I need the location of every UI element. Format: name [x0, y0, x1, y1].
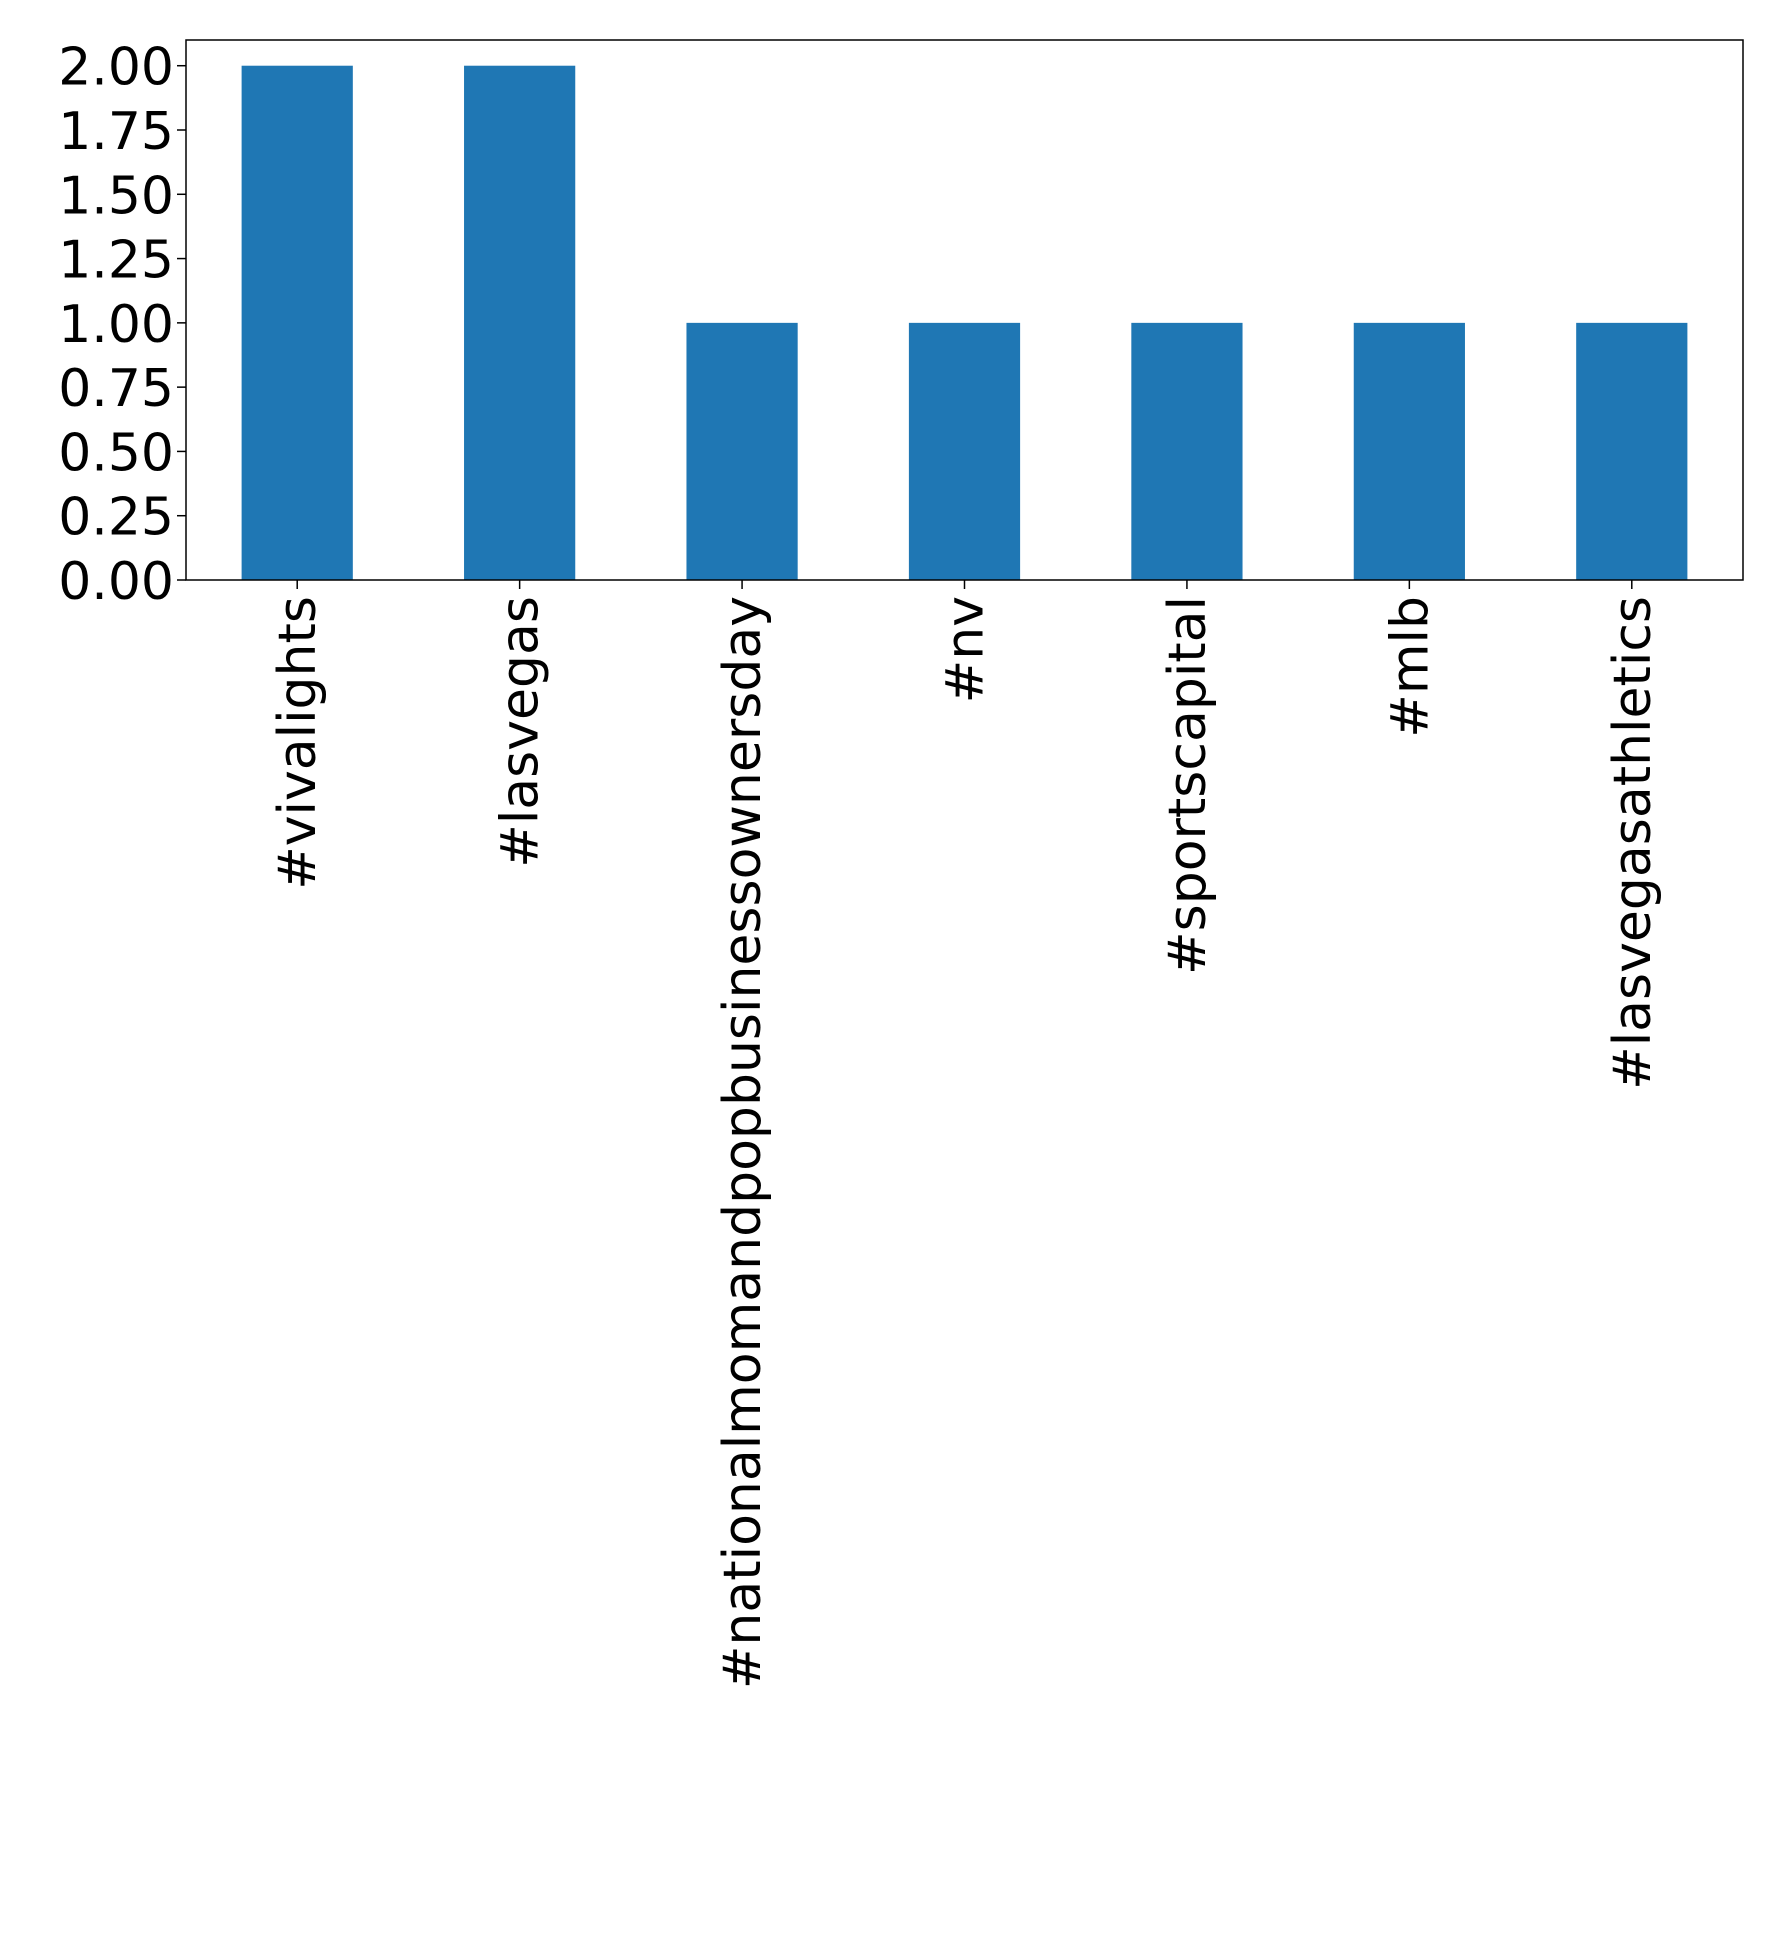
x-tick-label-5: #mlb	[1380, 596, 1440, 738]
x-axis: #vivalights #lasvegas #nationalmomandpopbu…	[268, 580, 1663, 1689]
x-tick-label-4: #sportscapital	[1158, 596, 1218, 975]
plot-frame	[185, 39, 1744, 581]
y-tick-label-2: 0.50	[58, 423, 174, 483]
x-tick-label-0: #vivalights	[268, 596, 328, 890]
y-tick-label-1: 0.25	[58, 488, 174, 548]
y-tick-label-0: 0.00	[58, 552, 174, 612]
bar-1	[464, 65, 576, 580]
y-tick-label-4: 1.00	[58, 295, 174, 355]
bar-3	[908, 322, 1021, 580]
y-tick-label-5: 1.25	[58, 231, 174, 291]
y-tick-label-3: 0.75	[58, 359, 174, 419]
bar-6	[1576, 322, 1688, 580]
bar-4	[1131, 322, 1243, 580]
y-tick-label-6: 1.50	[58, 166, 174, 226]
y-tick-label-7: 1.75	[58, 102, 174, 162]
x-tick-label-3: #nv	[936, 596, 996, 703]
y-tick-label-8: 2.00	[58, 38, 174, 98]
x-tick-label-1: #lasvegas	[491, 596, 551, 868]
x-tick-label-2: #nationalmomandpopbusinessownersday	[713, 596, 773, 1689]
bar-2	[686, 322, 798, 580]
x-tick-label-6: #lasvegasathletics	[1603, 596, 1663, 1090]
bars-layer	[241, 65, 1688, 580]
y-axis: 0.000.250.500.751.001.251.501.752.00	[58, 38, 186, 612]
bar-0	[241, 65, 353, 580]
bar-5	[1353, 322, 1465, 580]
